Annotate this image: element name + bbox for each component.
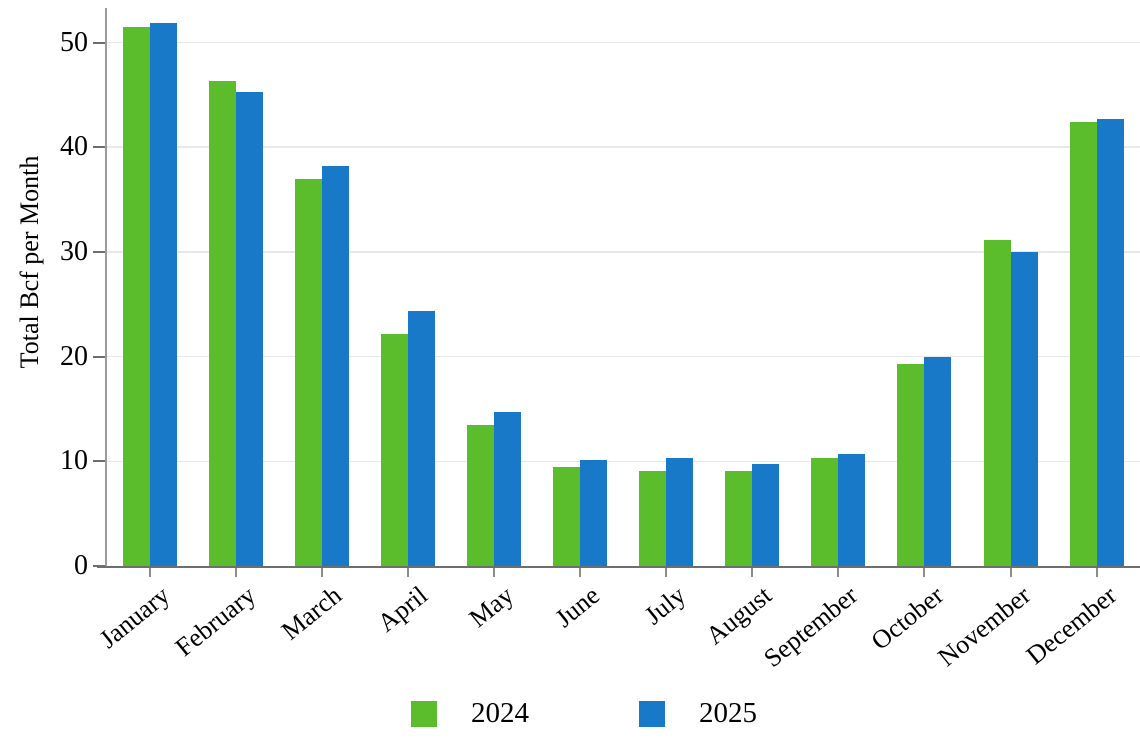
gridline-y-10 xyxy=(106,460,1140,463)
y-tick-10 xyxy=(93,460,105,463)
x-tick-may xyxy=(492,568,495,577)
y-tick-label-0: 0 xyxy=(74,550,88,581)
y-tick-50 xyxy=(93,41,105,44)
legend-label-2025: 2025 xyxy=(699,697,757,729)
bar-july-2024 xyxy=(639,470,667,566)
y-axis-line xyxy=(105,8,107,568)
bar-december-2025 xyxy=(1096,118,1124,566)
x-tick-august xyxy=(751,568,754,577)
legend-entry-2025: 2025 xyxy=(639,699,757,728)
legend-entry-2024: 2024 xyxy=(411,699,529,728)
y-tick-label-50: 50 xyxy=(60,26,88,58)
bar-november-2024 xyxy=(983,240,1011,566)
bar-september-2024 xyxy=(811,458,839,566)
bar-april-2024 xyxy=(380,333,408,566)
y-tick-label-10: 10 xyxy=(60,445,88,477)
bar-december-2024 xyxy=(1069,122,1097,566)
x-tick-december xyxy=(1095,568,1098,577)
bar-august-2024 xyxy=(725,470,753,566)
bar-february-2024 xyxy=(208,81,236,566)
bar-november-2025 xyxy=(1010,251,1038,566)
x-tick-november xyxy=(1009,568,1012,577)
x-tick-march xyxy=(320,568,323,577)
bar-march-2025 xyxy=(321,166,349,566)
x-axis-line xyxy=(97,565,1140,568)
y-tick-20 xyxy=(93,355,105,358)
x-tick-july xyxy=(665,568,668,577)
x-tick-february xyxy=(234,568,237,577)
legend-swatch-2025 xyxy=(639,700,665,727)
bar-april-2025 xyxy=(407,310,435,566)
x-tick-october xyxy=(923,568,926,577)
gridline-y-50 xyxy=(106,41,1140,44)
y-tick-label-40: 40 xyxy=(60,131,88,163)
legend: 2024 2025 xyxy=(14,699,1140,728)
bar-january-2025 xyxy=(149,22,177,566)
bar-october-2024 xyxy=(897,363,925,566)
legend-label-2024: 2024 xyxy=(471,697,529,729)
x-tick-january xyxy=(148,568,151,577)
bar-june-2024 xyxy=(553,466,580,566)
bar-september-2025 xyxy=(838,453,866,566)
bar-august-2025 xyxy=(752,464,780,566)
x-tick-june xyxy=(579,568,581,577)
legend-swatch-2024 xyxy=(411,700,437,727)
x-tick-september xyxy=(837,568,840,577)
gridline-y-20 xyxy=(106,355,1140,358)
gridline-y-40 xyxy=(106,146,1140,148)
y-tick-label-30: 30 xyxy=(60,235,88,267)
x-tick-april xyxy=(406,568,409,577)
bar-may-2025 xyxy=(493,412,521,566)
bar-february-2025 xyxy=(235,91,263,566)
y-tick-30 xyxy=(93,250,105,253)
y-tick-40 xyxy=(93,146,105,149)
bar-march-2024 xyxy=(294,178,322,566)
y-tick-label-20: 20 xyxy=(60,340,88,372)
gridline-y-30 xyxy=(106,251,1140,253)
bar-june-2025 xyxy=(580,460,607,566)
bar-may-2024 xyxy=(466,424,494,566)
bar-october-2025 xyxy=(924,356,952,566)
bar-july-2025 xyxy=(666,458,694,566)
bar-january-2024 xyxy=(122,26,150,566)
